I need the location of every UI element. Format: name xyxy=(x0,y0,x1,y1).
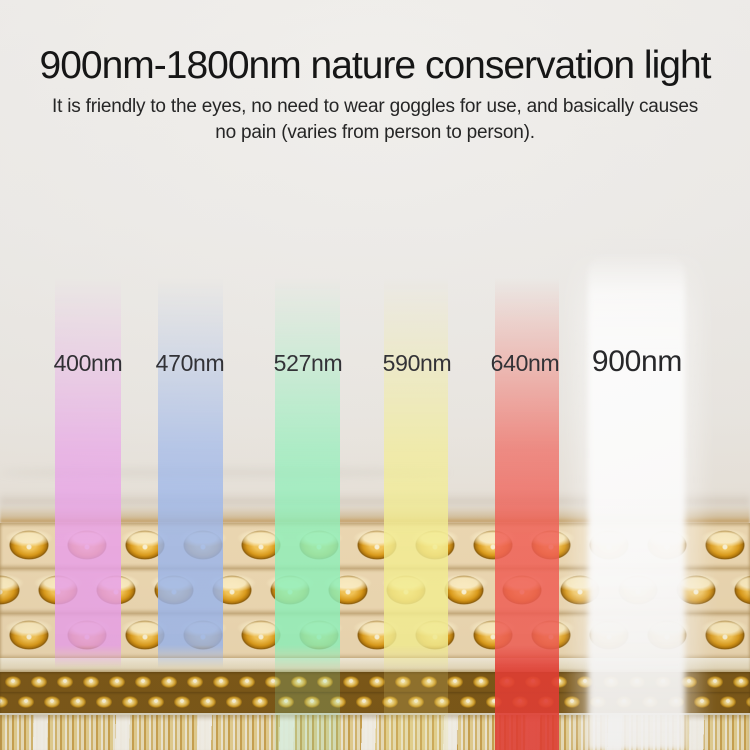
page-title: 900nm-1800nm nature conservation light xyxy=(39,44,712,87)
header: 900nm-1800nm nature conservation light I… xyxy=(0,0,750,146)
bar-640nm xyxy=(495,0,559,750)
bar-590nm xyxy=(384,0,448,750)
bar-400nm xyxy=(55,0,121,750)
page-subtitle: It is friendly to the eyes, no need to w… xyxy=(0,94,750,146)
bar-900nm xyxy=(588,252,685,750)
subtitle-line-2: no pain (varies from person to person). xyxy=(215,122,535,143)
bar-527nm xyxy=(275,0,340,750)
subtitle-line-1: It is friendly to the eyes, no need to w… xyxy=(51,96,699,117)
bar-470nm xyxy=(158,0,223,750)
